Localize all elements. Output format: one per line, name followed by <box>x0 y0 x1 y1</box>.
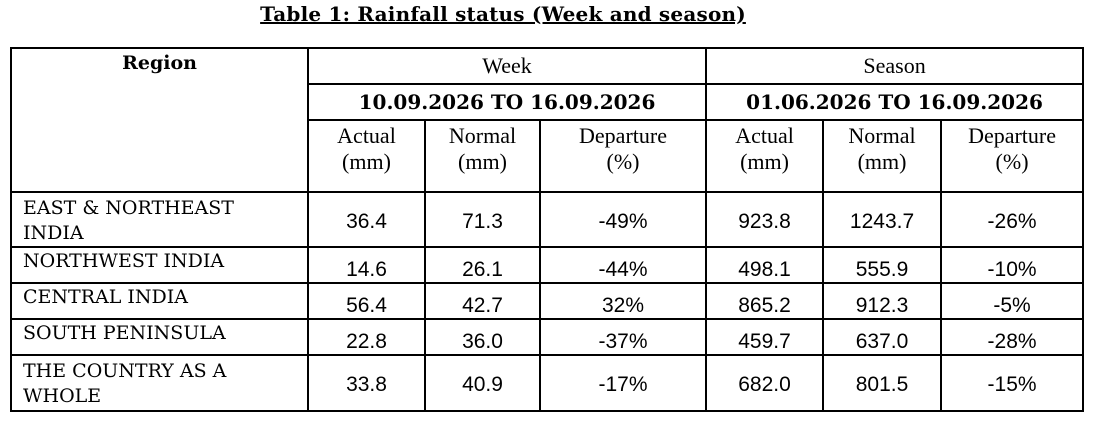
table-row: THE COUNTRY AS A WHOLE 33.8 40.9 -17% 682… <box>10 354 1085 412</box>
value-cell: 56.4 <box>307 282 426 320</box>
rainfall-table: Region Week Season 10.09.2026 TO 16.09.2… <box>10 47 1085 412</box>
value-cell: 22.8 <box>307 318 426 356</box>
value-cell: 555.9 <box>822 246 943 284</box>
column-header: Departure (%) <box>940 119 1085 193</box>
column-header: Actual (mm) <box>307 119 426 193</box>
table-row: CENTRAL INDIA 56.4 42.7 32% 865.2 912.3 … <box>10 282 1085 320</box>
value-cell: 14.6 <box>307 246 426 284</box>
value-cell: -37% <box>538 318 708 356</box>
column-header: Actual (mm) <box>705 119 825 193</box>
value-cell: -49% <box>538 191 708 248</box>
table-title: Table 1: Rainfall status (Week and seaso… <box>260 2 746 26</box>
week-header: Week <box>306 47 708 85</box>
value-cell: 637.0 <box>822 318 943 356</box>
value-cell: 1243.7 <box>822 191 943 248</box>
value-cell: 682.0 <box>705 354 825 412</box>
value-cell: 912.3 <box>822 282 943 320</box>
value-cell: -17% <box>538 354 708 412</box>
column-header: Normal (mm) <box>424 119 541 193</box>
week-period: 10.09.2026 TO 16.09.2026 <box>306 83 708 121</box>
table-row: EAST & NORTHEAST INDIA 36.4 71.3 -49% 923… <box>10 191 1085 248</box>
value-cell: -26% <box>940 191 1085 248</box>
value-cell: 36.4 <box>307 191 426 248</box>
table-row: NORTHWEST INDIA 14.6 26.1 -44% 498.1 555… <box>10 246 1085 284</box>
value-cell: 923.8 <box>705 191 825 248</box>
value-cell: 33.8 <box>307 354 426 412</box>
column-header: Normal (mm) <box>822 119 943 193</box>
value-cell: 459.7 <box>705 318 825 356</box>
table-row: SOUTH PENINSULA 22.8 36.0 -37% 459.7 637… <box>10 318 1085 356</box>
value-cell: 26.1 <box>424 246 541 284</box>
region-cell: CENTRAL INDIA <box>10 282 309 320</box>
value-cell: 32% <box>538 282 708 320</box>
value-cell: -5% <box>940 282 1085 320</box>
region-header: Region <box>10 47 309 193</box>
value-cell: 36.0 <box>424 318 541 356</box>
region-cell: THE COUNTRY AS A WHOLE <box>10 354 309 412</box>
season-header: Season <box>705 47 1085 85</box>
value-cell: 801.5 <box>822 354 943 412</box>
value-cell: -44% <box>538 246 708 284</box>
value-cell: 865.2 <box>705 282 825 320</box>
value-cell: -28% <box>940 318 1085 356</box>
value-cell: 40.9 <box>424 354 541 412</box>
column-header: Departure (%) <box>538 119 708 193</box>
value-cell: 71.3 <box>424 191 541 248</box>
value-cell: 498.1 <box>705 246 825 284</box>
value-cell: 42.7 <box>424 282 541 320</box>
region-cell: EAST & NORTHEAST INDIA <box>10 191 309 248</box>
region-cell: SOUTH PENINSULA <box>10 318 309 356</box>
season-period: 01.06.2026 TO 16.09.2026 <box>705 83 1085 121</box>
value-cell: -15% <box>940 354 1085 412</box>
region-cell: NORTHWEST INDIA <box>10 246 309 284</box>
value-cell: -10% <box>940 246 1085 284</box>
